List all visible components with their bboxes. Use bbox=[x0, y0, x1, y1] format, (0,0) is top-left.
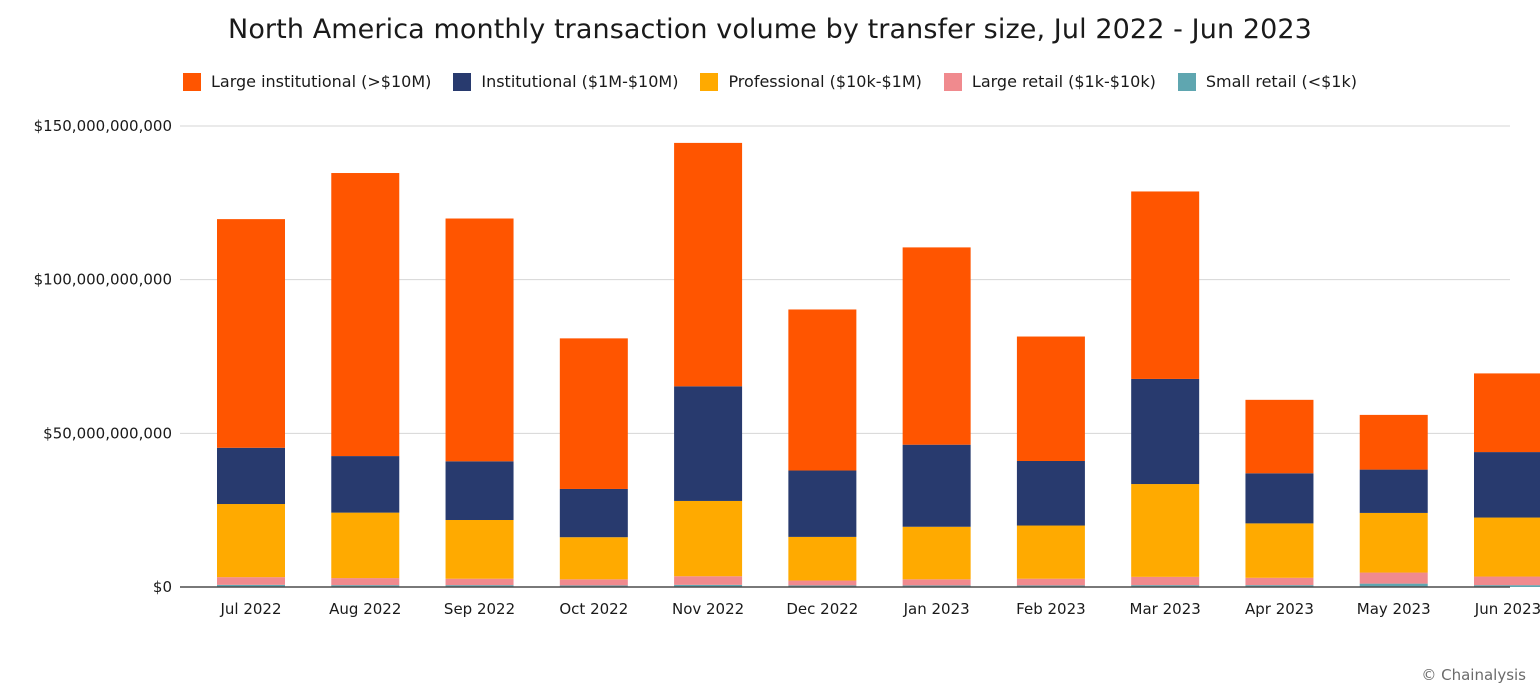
bar-segment-professional bbox=[1359, 512, 1428, 573]
x-tick-label: Mar 2023 bbox=[1130, 600, 1201, 618]
bar-segment-small-retail bbox=[1016, 585, 1085, 587]
bar-segment-professional bbox=[1016, 525, 1085, 579]
bar-segment-small-retail bbox=[559, 585, 628, 587]
bar-segment-large-retail bbox=[902, 579, 971, 586]
bar-segment-small-retail bbox=[445, 585, 514, 587]
y-tick-label: $0 bbox=[153, 578, 172, 596]
bar-segment-small-retail bbox=[1474, 585, 1540, 587]
x-tick-label: Jul 2022 bbox=[219, 600, 281, 618]
bar-segment-institutional bbox=[1131, 378, 1200, 485]
bar-segment-large-institutional bbox=[559, 338, 628, 489]
bar-segment-large-institutional bbox=[1245, 399, 1314, 474]
legend-label-professional: Professional ($10k-$1M) bbox=[728, 72, 922, 91]
legend-label-small-retail: Small retail (<$1k) bbox=[1205, 72, 1357, 91]
x-tick-label: Oct 2022 bbox=[559, 600, 628, 618]
x-tick-label: Jan 2023 bbox=[903, 600, 970, 618]
bar-segment-large-institutional bbox=[902, 247, 971, 445]
chart-title: North America monthly transaction volume… bbox=[228, 14, 1312, 45]
source-credit: © Chainalysis bbox=[1421, 666, 1526, 684]
bar-segment-professional bbox=[445, 520, 514, 579]
bar-segment-large-retail bbox=[331, 578, 400, 586]
bar-segment-large-retail bbox=[1245, 577, 1314, 586]
bar-segment-professional bbox=[1474, 517, 1540, 577]
bar-segment-small-retail bbox=[331, 585, 400, 587]
legend-swatch-large-retail bbox=[943, 72, 962, 91]
bar-segment-institutional bbox=[1245, 473, 1314, 524]
x-tick-label: Dec 2022 bbox=[786, 600, 858, 618]
bar-segment-professional bbox=[217, 504, 285, 578]
bar-segment-large-retail bbox=[788, 580, 857, 586]
bar-segment-large-institutional bbox=[1016, 336, 1085, 461]
y-tick-label: $50,000,000,000 bbox=[43, 424, 172, 442]
bar-segment-institutional bbox=[331, 456, 400, 513]
bar-segment-small-retail bbox=[1359, 583, 1428, 587]
legend-item-large-retail: Large retail ($1k-$10k) bbox=[943, 72, 1156, 91]
bar-segment-institutional bbox=[788, 470, 857, 537]
bar-segment-large-institutional bbox=[674, 142, 743, 387]
x-tick-label: Aug 2022 bbox=[329, 600, 401, 618]
x-tick-label: Nov 2022 bbox=[672, 600, 744, 618]
bar-segment-small-retail bbox=[1131, 585, 1200, 587]
bar-segment-professional bbox=[331, 512, 400, 579]
bar-segment-small-retail bbox=[674, 584, 743, 587]
bar-segment-large-institutional bbox=[445, 218, 514, 462]
bar-segment-professional bbox=[1131, 484, 1200, 577]
bar-segment-professional bbox=[559, 537, 628, 580]
chart-legend: Large institutional (>$10M) Institutiona… bbox=[0, 72, 1540, 91]
legend-item-large-institutional: Large institutional (>$10M) bbox=[182, 72, 432, 91]
bar-segment-large-retail bbox=[1016, 578, 1085, 586]
legend-label-large-retail: Large retail ($1k-$10k) bbox=[971, 72, 1156, 91]
bar-segment-institutional bbox=[445, 461, 514, 521]
y-tick-label: $100,000,000,000 bbox=[34, 271, 172, 289]
x-tick-label: May 2023 bbox=[1357, 600, 1431, 618]
bar-segment-large-institutional bbox=[217, 219, 285, 448]
bar-segment-professional bbox=[902, 526, 971, 580]
bar-segment-large-retail bbox=[1359, 572, 1428, 584]
bar-segment-large-retail bbox=[559, 579, 628, 586]
bar-segment-professional bbox=[674, 500, 743, 577]
bar-segment-large-retail bbox=[674, 576, 743, 585]
bar-segment-large-institutional bbox=[1131, 191, 1200, 379]
bar-segment-large-institutional bbox=[1359, 414, 1428, 470]
bar-segment-small-retail bbox=[217, 584, 285, 587]
bar-segment-institutional bbox=[1359, 469, 1428, 513]
bar-segment-institutional bbox=[674, 386, 743, 501]
x-tick-label: Sep 2022 bbox=[444, 600, 515, 618]
legend-swatch-large-institutional bbox=[182, 72, 201, 91]
y-tick-label: $150,000,000,000 bbox=[34, 117, 172, 135]
legend-label-large-institutional: Large institutional (>$10M) bbox=[210, 72, 432, 91]
bar-segment-large-institutional bbox=[1474, 373, 1540, 453]
bar-segment-large-retail bbox=[1131, 576, 1200, 586]
bar-segment-large-retail bbox=[445, 578, 514, 586]
legend-label-institutional: Institutional ($1M-$10M) bbox=[481, 72, 679, 91]
legend-swatch-professional bbox=[700, 72, 719, 91]
bar-segment-large-retail bbox=[1474, 576, 1540, 586]
bar-segment-small-retail bbox=[902, 585, 971, 587]
bar-segment-large-institutional bbox=[788, 309, 857, 471]
bar-segment-institutional bbox=[1474, 452, 1540, 518]
bar-segment-institutional bbox=[1016, 460, 1085, 526]
bar-segment-large-retail bbox=[217, 577, 285, 585]
legend-item-professional: Professional ($10k-$1M) bbox=[700, 72, 922, 91]
bar-segment-professional bbox=[788, 536, 857, 581]
bar-segment-institutional bbox=[217, 447, 285, 505]
legend-item-institutional: Institutional ($1M-$10M) bbox=[453, 72, 678, 91]
bar-segment-institutional bbox=[902, 444, 971, 527]
bar-segment-professional bbox=[1245, 523, 1314, 578]
x-tick-label: Apr 2023 bbox=[1245, 600, 1314, 618]
bar-segment-institutional bbox=[559, 488, 628, 538]
legend-item-small-retail: Small retail (<$1k) bbox=[1177, 72, 1357, 91]
bar-segment-large-institutional bbox=[331, 173, 400, 457]
legend-swatch-small-retail bbox=[1177, 72, 1196, 91]
bar-segment-small-retail bbox=[788, 585, 857, 587]
bar-segment-small-retail bbox=[1245, 585, 1314, 587]
x-tick-label: Feb 2023 bbox=[1016, 600, 1086, 618]
x-tick-label: Jun 2023 bbox=[1474, 600, 1540, 618]
legend-swatch-institutional bbox=[453, 72, 472, 91]
